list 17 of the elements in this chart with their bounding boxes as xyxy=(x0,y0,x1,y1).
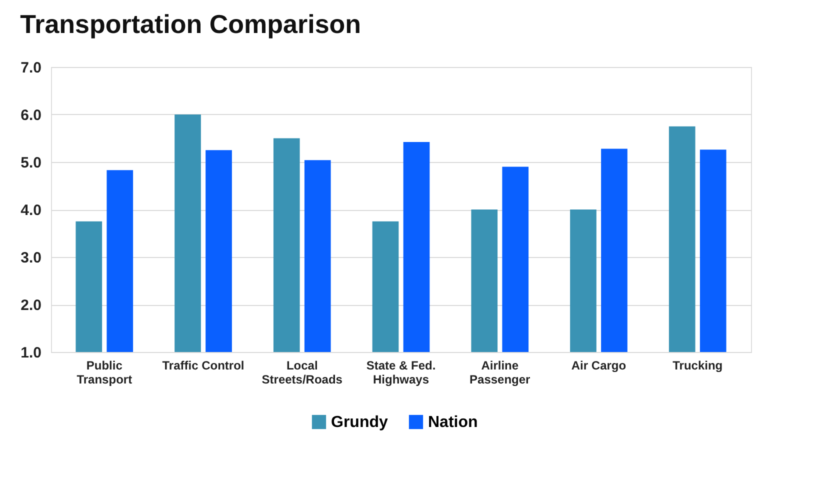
x-tick-label: Public Transport xyxy=(76,358,132,386)
y-tick-label: 6.0 xyxy=(20,107,42,124)
x-tick-label: Air Cargo xyxy=(571,358,626,372)
x-tick-label: Traffic Control xyxy=(162,358,244,372)
y-tick-label: 1.0 xyxy=(20,344,42,362)
y-tick-label: 3.0 xyxy=(20,250,42,266)
legend-label: Grundy xyxy=(331,414,388,431)
x-tick-label: State & Fed. Highways xyxy=(366,358,436,386)
x-tick-label: Trucking xyxy=(672,358,723,372)
legend-label: Nation xyxy=(428,414,478,431)
y-tick-label: 7.0 xyxy=(20,60,42,76)
x-tick-label: Airline Passenger xyxy=(470,358,531,386)
y-tick-label: 5.0 xyxy=(20,154,42,172)
y-tick-label: 4.0 xyxy=(20,202,42,219)
x-tick-label: Local Streets/Roads xyxy=(262,358,343,386)
y-tick-label: 2.0 xyxy=(20,297,42,314)
chart-title: Transportation Comparison xyxy=(20,9,362,39)
